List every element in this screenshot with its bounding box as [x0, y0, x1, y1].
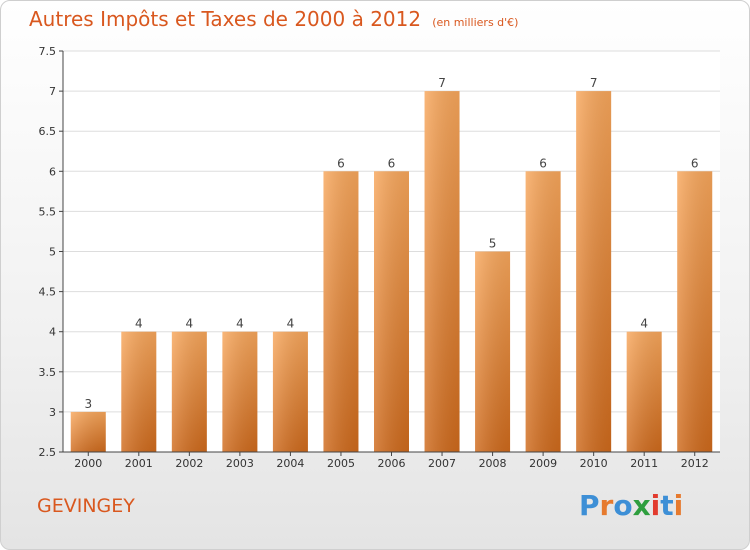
x-tick-label: 2002	[175, 457, 203, 470]
logo-letter: r	[599, 489, 614, 522]
chart-header: Autres Impôts et Taxes de 2000 à 2012 (e…	[29, 7, 518, 31]
x-tick-label: 2006	[378, 457, 406, 470]
x-tick-label: 2000	[74, 457, 102, 470]
chart-title: Autres Impôts et Taxes de 2000 à 2012	[29, 7, 422, 31]
data-label: 3	[84, 397, 92, 411]
bar-shade-2004	[272, 331, 308, 452]
data-label: 5	[489, 237, 497, 251]
bar-shade-2002	[171, 331, 207, 452]
x-tick-label: 2012	[681, 457, 709, 470]
logo-letter: i	[650, 489, 661, 522]
y-tick-label: 4.5	[39, 286, 57, 299]
y-tick-label: 5.5	[39, 205, 57, 218]
logo-letter: o	[613, 489, 633, 522]
data-label: 4	[287, 317, 295, 331]
bar-shade-2008	[475, 251, 511, 452]
bar-shade-2003	[222, 331, 258, 452]
y-tick-label: 7.5	[39, 45, 57, 58]
bar-shade-2010	[576, 91, 612, 452]
commune-name: GEVINGEY	[37, 495, 135, 517]
y-tick-label: 4	[49, 326, 56, 339]
bar-shade-2000	[70, 411, 106, 452]
logo-letter: P	[579, 489, 600, 522]
bar-shade-2011	[626, 331, 662, 452]
y-tick-label: 3.5	[39, 366, 57, 379]
data-label: 7	[438, 76, 446, 90]
chart-subtitle: (en milliers d'€)	[432, 16, 519, 29]
logo-letter: x	[632, 489, 651, 522]
x-tick-label: 2009	[529, 457, 557, 470]
x-tick-label: 2008	[479, 457, 507, 470]
proxiti-logo: Proxiti	[579, 489, 683, 522]
axes: 2.5 3 3.5 4 4.5 5 5.5 6 6.5 7 7.5 2000 2001 2002 2003 2…	[39, 45, 720, 470]
bar-shade-2001	[121, 331, 157, 452]
data-label: 4	[135, 317, 143, 331]
x-tick-label: 2001	[125, 457, 153, 470]
data-label: 6	[337, 156, 345, 170]
data-label: 7	[590, 76, 598, 90]
y-tick-label: 6	[49, 165, 56, 178]
y-tick-label: 7	[49, 85, 56, 98]
bar-shade-2012	[677, 171, 713, 453]
bar-shade-2009	[525, 171, 561, 453]
x-tick-label: 2010	[580, 457, 608, 470]
data-label: 6	[388, 156, 396, 170]
bar-shade-2005	[323, 171, 359, 453]
bars: 3 4 4 4 4 6 6 7 5 6 7 4 6	[70, 76, 713, 453]
data-label: 6	[691, 156, 699, 170]
x-tick-label: 2003	[226, 457, 254, 470]
x-tick-label: 2004	[276, 457, 304, 470]
x-tick-label: 2011	[630, 457, 658, 470]
y-tick-label: 6.5	[39, 125, 57, 138]
x-tick-label: 2005	[327, 457, 355, 470]
data-label: 4	[236, 317, 244, 331]
y-tick-label: 3	[49, 406, 56, 419]
logo-letter: t	[660, 489, 674, 522]
data-label: 4	[640, 317, 648, 331]
bar-shade-2007	[424, 91, 460, 452]
logo-letter: i	[673, 489, 684, 522]
bar-shade-2006	[374, 171, 409, 453]
y-tick-label: 2.5	[39, 446, 57, 459]
data-label: 6	[539, 156, 547, 170]
y-tick-label: 5	[49, 246, 56, 259]
x-tick-label: 2007	[428, 457, 456, 470]
data-label: 4	[186, 317, 194, 331]
